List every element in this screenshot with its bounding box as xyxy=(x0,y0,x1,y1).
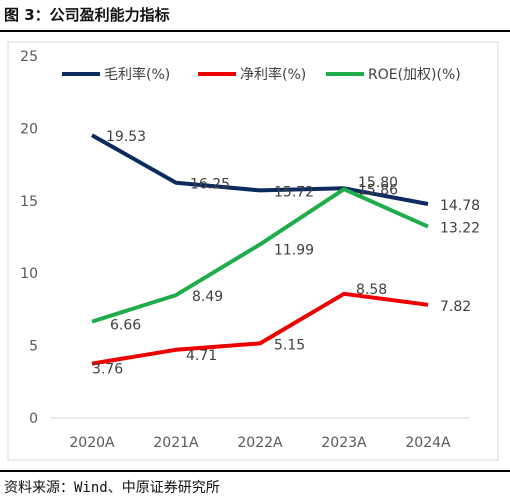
legend-label: ROE(加权)(%) xyxy=(368,67,461,83)
data-label: 19.53 xyxy=(106,129,146,145)
data-label: 7.82 xyxy=(440,299,471,315)
y-tick-label: 10 xyxy=(20,266,38,282)
y-tick-label: 0 xyxy=(29,411,38,427)
figure-title: 图 3：公司盈利能力指标 xyxy=(4,6,170,24)
data-label: 16.25 xyxy=(190,177,230,193)
y-tick-label: 20 xyxy=(20,121,38,137)
series-line-2 xyxy=(91,187,429,324)
x-tick-label: 2022A xyxy=(237,435,283,451)
bottom-rule xyxy=(0,470,510,472)
data-label: 4.71 xyxy=(186,348,217,364)
data-label: 15.72 xyxy=(274,184,314,200)
x-axis: 2020A 2021A 2022A 2023A 2024A xyxy=(69,435,451,451)
legend-label: 毛利率(%) xyxy=(104,66,170,83)
data-label: 6.66 xyxy=(110,318,141,334)
source-note: 资料来源：Wind、中原证券研究所 xyxy=(4,480,220,496)
y-tick-label: 15 xyxy=(20,194,38,210)
data-label: 5.15 xyxy=(274,337,305,353)
x-tick-label: 2024A xyxy=(405,435,451,451)
x-tick-label: 2021A xyxy=(153,435,199,451)
y-tick-label: 25 xyxy=(20,49,38,65)
data-label: 3.76 xyxy=(92,362,123,378)
legend-label: 净利率(%) xyxy=(240,66,306,83)
y-tick-label: 5 xyxy=(29,339,38,355)
chart: 0 5 10 15 20 25 2020A 2021A 2022A 2023A 2024A 19.… xyxy=(7,41,499,461)
data-label: 13.22 xyxy=(440,221,480,237)
x-tick-label: 2023A xyxy=(321,435,367,451)
data-label: 15.80 xyxy=(358,175,398,191)
legend: 毛利率(%) 净利率(%) ROE(加权)(%) xyxy=(62,66,461,83)
series-lines xyxy=(91,133,429,366)
data-label: 8.58 xyxy=(356,282,387,298)
x-tick-label: 2020A xyxy=(69,435,115,451)
y-axis: 0 5 10 15 20 25 xyxy=(20,49,38,427)
data-label: 8.49 xyxy=(192,289,223,305)
data-label: 15.86 xyxy=(358,182,398,198)
top-rule xyxy=(0,30,510,32)
data-labels: 19.53 16.25 15.72 15.86 14.78 3.76 4.71 5.15 8.5… xyxy=(92,129,480,377)
data-label: 11.99 xyxy=(274,242,314,258)
series-line-0 xyxy=(91,133,429,206)
chart-frame xyxy=(7,41,499,461)
data-label: 14.78 xyxy=(440,198,480,214)
series-line-1 xyxy=(91,291,429,366)
